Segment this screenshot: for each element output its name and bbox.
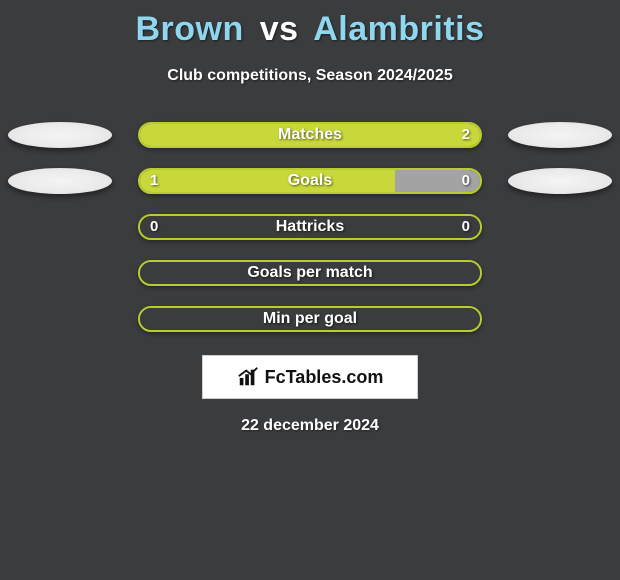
- player1-avatar-oval: [8, 168, 112, 194]
- stat-bar: Hattricks00: [138, 214, 482, 240]
- stat-bar: Goals10: [138, 168, 482, 194]
- stat-bar-right-seg: [395, 170, 480, 192]
- stat-row: Goals10: [0, 167, 620, 195]
- source-badge[interactable]: FcTables.com: [202, 355, 418, 399]
- title-vs: vs: [260, 10, 299, 48]
- player2-avatar-oval: [508, 168, 612, 194]
- stat-row: Hattricks00: [0, 213, 620, 241]
- player1-avatar-oval: [8, 122, 112, 148]
- player1-name: Brown: [135, 10, 243, 48]
- player2-avatar-oval: [508, 122, 612, 148]
- stat-rows: Matches2 Goals10 Hattricks00 Goals per matc…: [0, 121, 620, 333]
- stat-bar-left-seg: [140, 170, 395, 192]
- stat-bar: Min per goal: [138, 306, 482, 332]
- subtitle: Club competitions, Season 2024/2025: [0, 67, 620, 85]
- stat-row: Min per goal: [0, 305, 620, 333]
- stat-bar: Goals per match: [138, 260, 482, 286]
- stat-row: Matches2: [0, 121, 620, 149]
- date-text: 22 december 2024: [0, 417, 620, 435]
- stat-row: Goals per match: [0, 259, 620, 287]
- stat-bar-right-seg: [140, 124, 480, 146]
- source-badge-text: FcTables.com: [265, 367, 384, 388]
- page-title: Brown vs Alambritis: [0, 0, 620, 49]
- chart-icon: [237, 366, 259, 388]
- stat-bar: Matches2: [138, 122, 482, 148]
- player2-name: Alambritis: [313, 10, 484, 48]
